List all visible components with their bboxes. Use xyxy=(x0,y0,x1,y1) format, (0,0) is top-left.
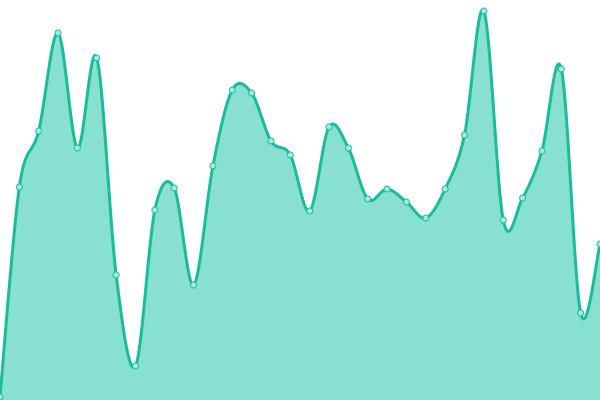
data-point xyxy=(402,198,410,206)
data-point xyxy=(35,127,43,135)
data-point xyxy=(344,144,352,152)
data-point xyxy=(557,65,565,73)
data-point xyxy=(54,29,62,37)
data-point xyxy=(267,137,275,145)
data-point xyxy=(0,393,4,400)
data-point xyxy=(131,362,139,370)
data-point xyxy=(383,185,391,193)
data-point xyxy=(15,183,23,191)
data-point xyxy=(577,309,585,317)
data-point xyxy=(306,207,314,215)
data-point xyxy=(286,151,294,159)
data-point xyxy=(170,184,178,192)
data-point xyxy=(538,147,546,155)
data-point xyxy=(480,7,488,15)
data-point xyxy=(151,206,159,214)
data-point xyxy=(93,54,101,62)
data-point xyxy=(325,123,333,131)
data-point xyxy=(248,89,256,97)
data-point xyxy=(461,131,469,139)
data-point xyxy=(73,144,81,152)
data-point xyxy=(228,86,236,94)
data-point xyxy=(499,216,507,224)
area-fill xyxy=(0,9,600,400)
data-point xyxy=(190,281,198,289)
data-point xyxy=(519,194,527,202)
data-point xyxy=(364,195,372,203)
data-point xyxy=(596,240,600,248)
data-point xyxy=(441,185,449,193)
data-point xyxy=(209,162,217,170)
data-point xyxy=(422,214,430,222)
data-point xyxy=(112,271,120,279)
data-markers xyxy=(0,7,600,400)
